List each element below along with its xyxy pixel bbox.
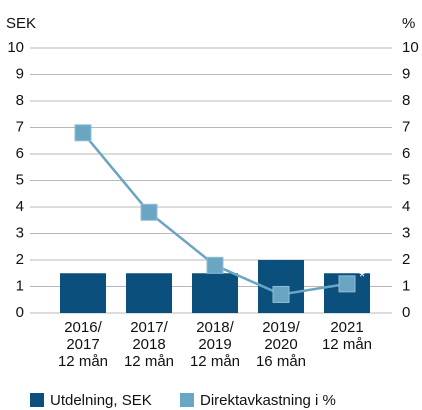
y2-tick-label: 1 xyxy=(402,277,410,294)
y2-tick-label: 7 xyxy=(402,118,410,135)
y2-tick-label: 3 xyxy=(402,224,410,241)
y2-tick-label: 0 xyxy=(402,304,410,321)
y-tick-label: 9 xyxy=(16,65,24,82)
y2-tick-label: 5 xyxy=(402,171,410,188)
bar xyxy=(126,273,172,313)
line-marker xyxy=(206,256,224,274)
x-tick-label: 2021 xyxy=(330,319,363,336)
x-tick-label: 2017 xyxy=(66,336,99,353)
y-tick-label: 8 xyxy=(16,92,24,109)
x-tick-label: 2018/ xyxy=(196,319,234,336)
x-tick-label: 2019 xyxy=(198,336,231,353)
x-tick-label: 12 mån xyxy=(322,336,372,353)
y2-tick-label: 8 xyxy=(402,92,410,109)
y2-tick-label: 4 xyxy=(402,198,410,215)
annotation: * xyxy=(359,269,365,286)
y2-tick-label: 10 xyxy=(402,39,419,56)
y2-axis-label: % xyxy=(402,15,415,32)
x-tick-label: 12 mån xyxy=(124,353,174,370)
legend-swatch xyxy=(180,393,194,407)
y-tick-label: 1 xyxy=(16,277,24,294)
y2-tick-label: 9 xyxy=(402,65,410,82)
y-tick-label: 5 xyxy=(16,171,24,188)
y-tick-label: 7 xyxy=(16,118,24,135)
y2-tick-label: 2 xyxy=(402,251,410,268)
line-marker xyxy=(338,275,356,293)
line-marker xyxy=(272,285,290,303)
x-tick-label: 12 mån xyxy=(190,353,240,370)
y-tick-label: 4 xyxy=(16,198,24,215)
y-tick-label: 0 xyxy=(16,304,24,321)
x-tick-label: 2017/ xyxy=(130,319,168,336)
y-tick-label: 6 xyxy=(16,145,24,162)
y-tick-label: 10 xyxy=(7,39,24,56)
x-tick-label: 16 mån xyxy=(256,353,306,370)
y-tick-label: 2 xyxy=(16,251,24,268)
y-tick-label: 3 xyxy=(16,224,24,241)
x-tick-label: 2016/ xyxy=(64,319,102,336)
x-tick-label: 2018 xyxy=(132,336,165,353)
x-tick-label: 2020 xyxy=(264,336,297,353)
line-marker xyxy=(74,124,92,142)
legend-label: Utdelning, SEK xyxy=(50,392,152,409)
y2-tick-label: 6 xyxy=(402,145,410,162)
y-axis-label: SEK xyxy=(6,15,36,32)
legend-label: Direktavkastning i % xyxy=(200,392,336,409)
bar xyxy=(192,273,238,313)
x-tick-label: 12 mån xyxy=(58,353,108,370)
line-marker xyxy=(140,203,158,221)
legend-swatch xyxy=(30,393,44,407)
bar xyxy=(60,273,106,313)
x-tick-label: 2019/ xyxy=(262,319,300,336)
